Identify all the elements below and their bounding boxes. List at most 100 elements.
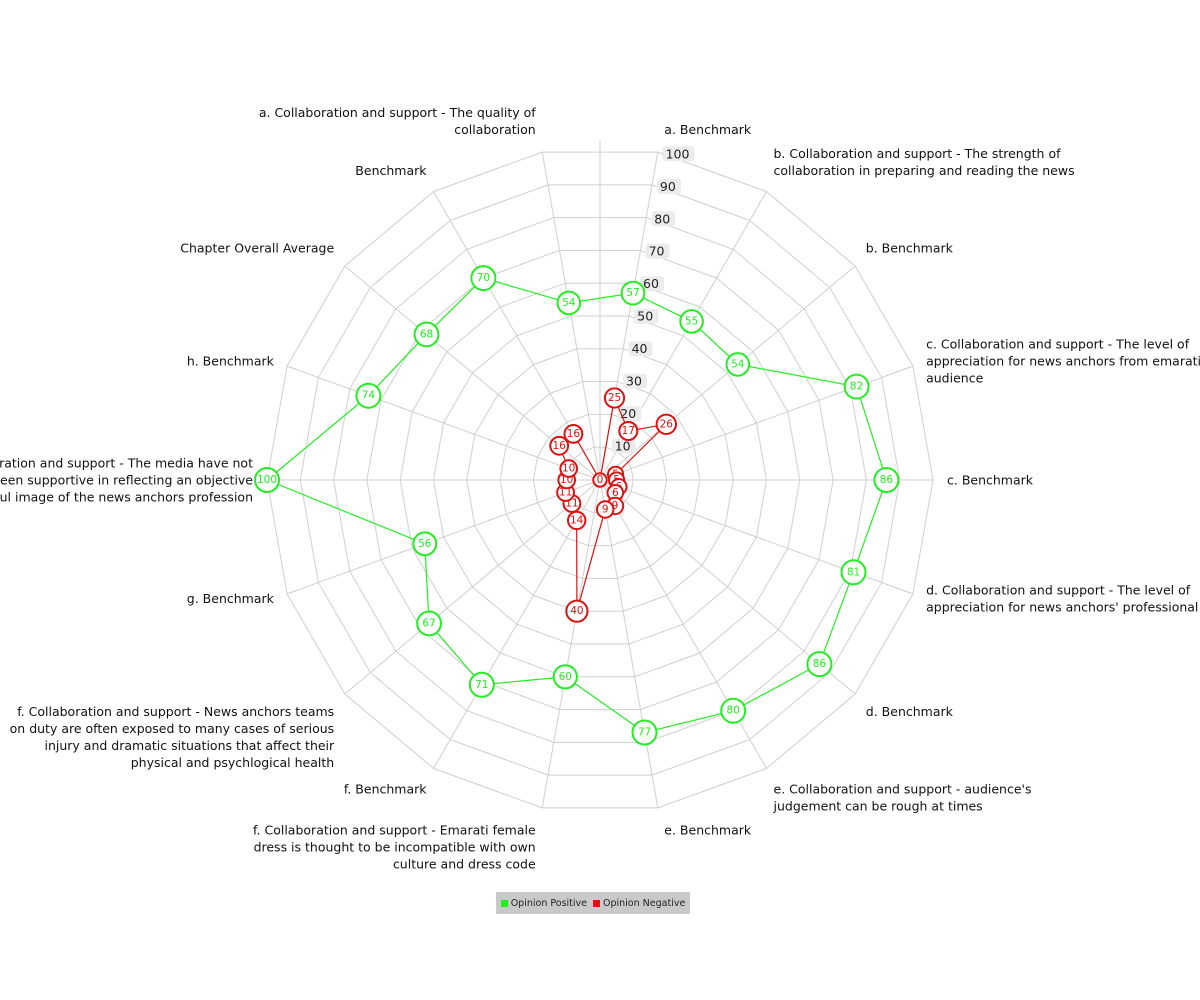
data-label: 82 [850,381,863,393]
legend-item-positive: Opinion Positive [500,897,587,909]
data-point: 86 [873,467,900,493]
data-label: 0 [597,474,604,486]
axis-label: Benchmark [355,163,427,178]
axis-label: d. Collaboration and support - The level… [926,582,1200,614]
tick-label-70: 70 [645,243,670,259]
spoke [599,479,659,808]
data-point: 57 [620,280,646,306]
data-label: 40 [570,605,583,617]
axis-label: a. Benchmark [664,122,752,137]
legend-item-negative: Opinion Negative [593,898,685,909]
legend-swatch-negative [593,899,600,907]
data-label: 26 [660,418,674,430]
data-label: 67 [422,617,435,629]
tick-label-30: 30 [623,373,647,389]
data-point: 40 [565,599,589,623]
radial-tick-labels: 10 20 30 40 50 60 70 80 90 100 [611,146,695,454]
tick-label-60: 60 [640,276,664,292]
spoke [286,479,601,595]
data-label: 14 [570,514,584,526]
spoke [286,365,601,481]
data-point: 0 [592,472,608,488]
data-label: 25 [608,392,621,404]
tick-label-100: 100 [662,146,695,162]
axis-label: b. Collaboration and support - The stren… [774,146,1075,178]
legend-label-positive: Opinion Positive [510,897,587,909]
data-label: 9 [612,500,619,512]
axis-label: Chapter Overall Average [180,241,334,256]
data-point: 86 [806,651,833,678]
axis-label: f. Benchmark [344,781,427,796]
axis-label: g. Collaboration and support - The media… [0,455,253,504]
tick-label-50: 50 [634,308,659,324]
data-point: 16 [563,424,584,444]
data-point: 70 [470,265,497,292]
tick-label-90: 90 [656,178,681,194]
axis-label: e. Benchmark [664,823,752,838]
data-label: 55 [685,315,698,327]
data-point: 25 [603,387,626,409]
data-point: 67 [416,610,443,637]
data-point: 68 [413,321,440,348]
tick-label-20: 20 [617,406,642,422]
data-point: 74 [355,382,382,409]
tick-label-80: 80 [651,211,676,227]
tick-text: 70 [649,244,665,259]
data-point: 14 [567,510,587,531]
data-point: 60 [552,664,578,690]
axis-label: h. Benchmark [187,354,275,369]
data-label: 86 [813,658,827,670]
series-layer: 5755548286818680776071675610074687054251… [254,265,900,746]
tick-label-10: 10 [611,438,636,454]
data-label: 57 [626,287,639,299]
tick-text: 10 [615,439,631,454]
axis-labels: a. Benchmark b. Collaboration and support… [0,105,1200,872]
data-point: 10 [559,459,579,478]
data-point: 54 [556,290,582,316]
data-label: 10 [562,463,575,475]
data-point: 9 [596,500,615,519]
data-label: 86 [880,474,894,486]
data-point: 17 [618,421,639,441]
data-label: 74 [362,390,376,402]
data-point: 81 [840,559,867,586]
axis-label: f. Collaboration and support - News anch… [10,704,335,770]
axis-label: e. Collaboration and support - audience'… [773,781,1032,813]
axis-label: f. Collaboration and support - Emarati f… [253,823,536,872]
data-label: 56 [418,538,432,550]
axis-label: d. Benchmark [866,704,954,719]
data-label: 71 [475,679,488,691]
tick-text: 60 [643,276,659,291]
tick-text: 80 [654,211,670,226]
data-label: 70 [477,272,490,284]
tick-text: 20 [620,406,636,421]
tick-text: 90 [660,179,676,194]
data-point: 77 [631,719,658,746]
data-label: 80 [727,705,740,717]
spoke [541,479,601,808]
data-point: 54 [725,352,751,377]
tick-text: 50 [637,309,653,324]
data-point: 16 [549,435,570,456]
axis-label: c. Collaboration and support - The level… [926,337,1200,386]
axis-label: g. Benchmark [187,591,275,606]
data-label: 9 [602,504,609,516]
data-label: 16 [553,440,567,452]
data-point: 56 [412,531,438,557]
data-point: 55 [679,309,704,334]
series-1: 25172655669940141111101016160 [549,387,677,623]
data-label: 68 [420,328,433,340]
data-label: 60 [559,671,572,683]
axis-label: c. Benchmark [947,472,1034,487]
tick-text: 30 [626,374,642,389]
data-label: 100 [257,474,277,486]
legend-label-negative: Opinion Negative [603,897,686,909]
tick-text: 100 [666,146,690,161]
data-label: 11 [559,487,572,499]
spoke [344,479,601,695]
data-label: 54 [562,297,576,309]
data-label: 17 [622,425,635,437]
tick-label-40: 40 [628,341,653,357]
